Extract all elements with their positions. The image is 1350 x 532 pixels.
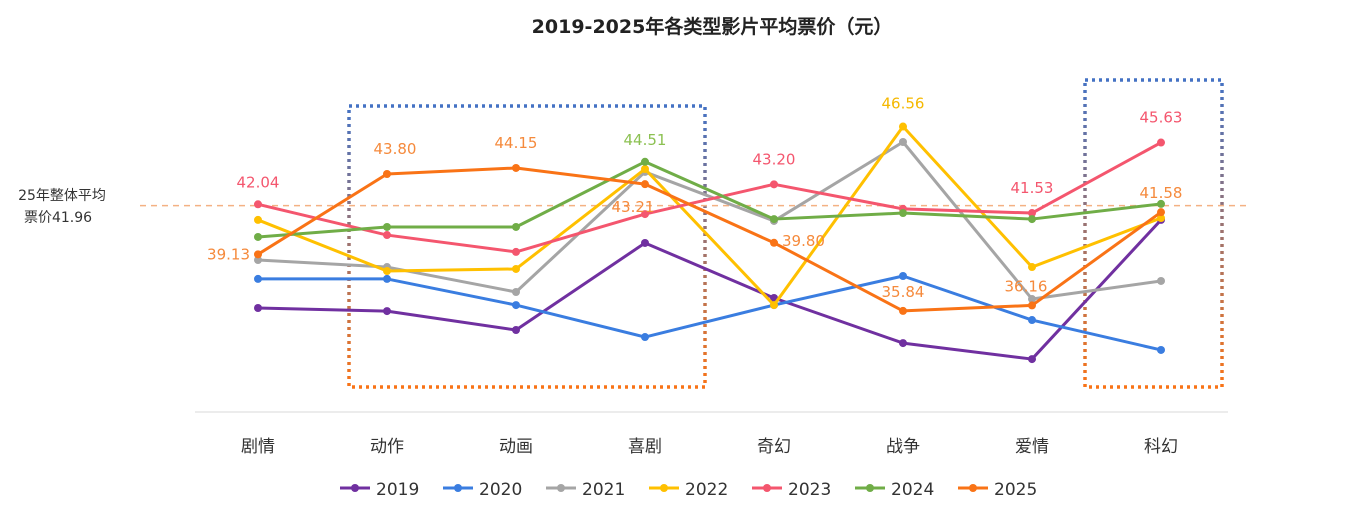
- data-label: 41.53: [1011, 179, 1054, 197]
- data-point-2021: [1157, 276, 1165, 285]
- data-point-2022: [770, 301, 778, 310]
- data-point-2023: [383, 231, 391, 240]
- data-label: 39.13: [207, 245, 250, 263]
- data-point-2024: [899, 209, 907, 218]
- x-tick-label: 科幻: [1144, 437, 1178, 457]
- data-point-2022: [383, 267, 391, 276]
- svg-text:2023: 2023: [788, 480, 831, 500]
- data-point-2025: [254, 250, 262, 259]
- x-tick-label: 战争: [886, 437, 920, 457]
- data-point-2020: [899, 271, 907, 280]
- data-point-2022: [1157, 214, 1165, 223]
- data-point-2025: [1028, 301, 1036, 310]
- data-point-2019: [254, 303, 262, 312]
- data-point-2020: [254, 274, 262, 283]
- data-point-2023: [254, 200, 262, 209]
- data-point-2025: [1157, 208, 1165, 217]
- svg-text:2024: 2024: [891, 480, 934, 500]
- data-point-2021: [512, 287, 520, 296]
- x-tick-label: 剧情: [241, 437, 275, 457]
- data-point-2025: [899, 306, 907, 315]
- legend-item-2020: 2020: [443, 480, 522, 500]
- data-point-2022: [254, 215, 262, 224]
- highlight-box: [347, 104, 707, 389]
- reference-label-line2: 票价41.96: [24, 210, 92, 226]
- x-tick-label: 动画: [499, 437, 533, 457]
- data-point-2019: [383, 307, 391, 316]
- data-point-2025: [512, 163, 520, 172]
- data-point-2024: [512, 222, 520, 231]
- data-point-2021: [899, 138, 907, 147]
- data-label: 43.21: [612, 198, 655, 216]
- svg-text:2019: 2019: [376, 480, 419, 500]
- legend-item-2023: 2023: [752, 480, 831, 500]
- data-point-2019: [641, 238, 649, 247]
- legend-item-2025: 2025: [958, 480, 1037, 500]
- series-line-2024: [257, 160, 1162, 239]
- data-point-2020: [1028, 316, 1036, 325]
- x-tick-label: 动作: [370, 437, 404, 457]
- data-label: 39.80: [782, 232, 825, 250]
- svg-text:2021: 2021: [582, 480, 625, 500]
- data-point-2025: [770, 238, 778, 247]
- svg-text:2020: 2020: [479, 480, 522, 500]
- series-line-2021: [257, 140, 1162, 301]
- data-point-2024: [770, 215, 778, 224]
- svg-text:2022: 2022: [685, 480, 728, 500]
- data-label: 45.63: [1140, 109, 1183, 127]
- data-point-2023: [1028, 209, 1036, 218]
- legend-item-2022: 2022: [649, 480, 728, 500]
- data-point-2024: [383, 222, 391, 231]
- data-point-2020: [383, 274, 391, 283]
- data-point-2019: [1028, 355, 1036, 364]
- data-label: 44.51: [624, 131, 667, 149]
- data-point-2022: [1028, 263, 1036, 272]
- data-point-2024: [1157, 199, 1165, 208]
- x-tick-label: 奇幻: [757, 437, 791, 457]
- data-point-2023: [641, 210, 649, 219]
- chart-title: 2019-2025年各类型影片平均票价（元）: [532, 15, 893, 38]
- data-point-2022: [641, 165, 649, 174]
- series-line-2022: [257, 125, 1162, 307]
- series-line-2020: [258, 274, 1162, 352]
- data-point-2024: [254, 232, 262, 241]
- data-label: 43.80: [374, 140, 417, 158]
- data-point-2021: [254, 256, 262, 264]
- data-label: 41.58: [1140, 184, 1183, 202]
- x-tick-label: 喜剧: [628, 437, 662, 457]
- series-line-2019: [257, 218, 1163, 361]
- data-label: 35.84: [882, 283, 925, 301]
- series-line-2025: [257, 166, 1162, 313]
- data-point-2022: [512, 264, 520, 273]
- data-point-2022: [899, 122, 907, 131]
- data-label: 46.56: [882, 95, 925, 113]
- legend-item-2024: 2024: [855, 480, 934, 500]
- data-point-2020: [1157, 345, 1165, 354]
- data-point-2024: [1028, 215, 1036, 224]
- data-label: 44.15: [495, 134, 538, 152]
- data-label: 36.16: [1005, 277, 1048, 295]
- series-line-2023: [257, 141, 1162, 254]
- data-point-2023: [512, 247, 520, 256]
- data-label: 43.20: [753, 150, 796, 168]
- data-point-2025: [383, 170, 391, 178]
- legend-item-2019: 2019: [340, 480, 419, 500]
- data-label: 42.04: [237, 173, 280, 191]
- data-point-2020: [641, 333, 649, 342]
- x-tick-label: 爱情: [1015, 437, 1049, 457]
- reference-label-line1: 25年整体平均: [18, 188, 106, 204]
- data-point-2025: [641, 180, 649, 189]
- data-point-2023: [1157, 138, 1165, 147]
- data-point-2019: [899, 339, 907, 348]
- data-point-2024: [641, 157, 649, 166]
- data-point-2019: [512, 326, 520, 335]
- data-point-2021: [1028, 295, 1036, 304]
- data-point-2023: [770, 180, 778, 189]
- highlight-box: [1083, 78, 1224, 389]
- legend-item-2021: 2021: [546, 480, 625, 500]
- svg-text:2025: 2025: [994, 480, 1037, 500]
- data-point-2020: [512, 301, 520, 310]
